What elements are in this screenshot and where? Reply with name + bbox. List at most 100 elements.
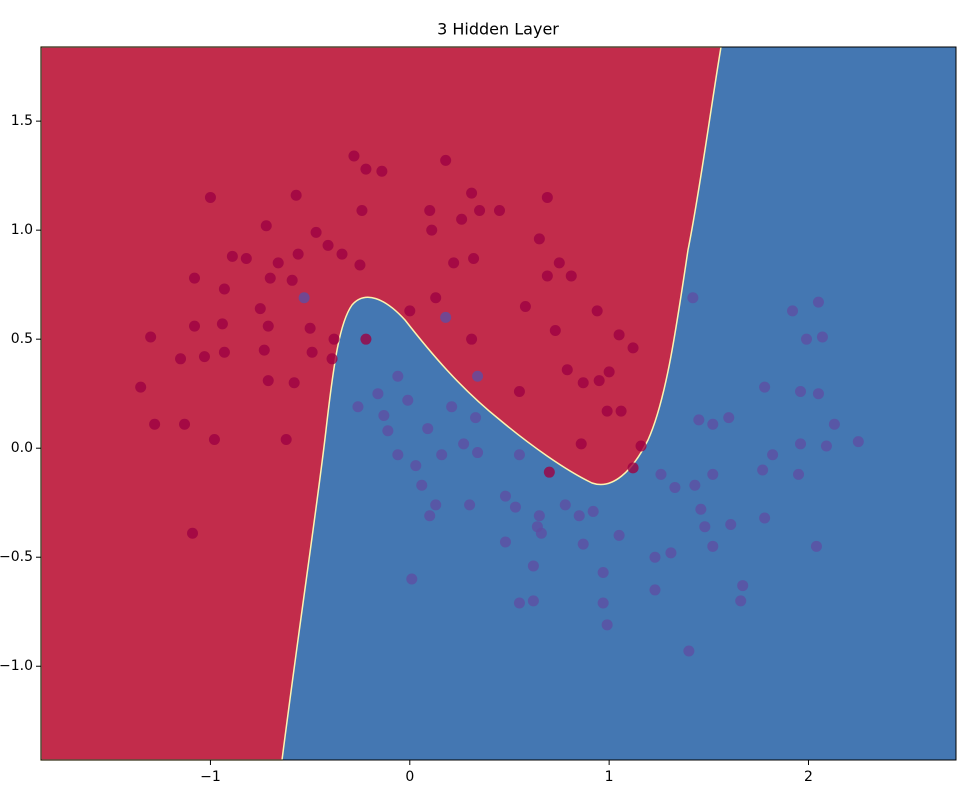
point [286,274,298,286]
point [587,505,599,517]
point [198,351,210,363]
point [378,409,390,421]
point [272,257,284,269]
point [326,353,338,365]
point [655,468,667,480]
point [466,333,478,345]
point [404,305,416,317]
point [179,418,191,430]
point [280,433,292,445]
point [723,412,735,424]
x-tick-label: 2 [804,769,813,785]
point [402,394,414,406]
y-tick-label: 0.0 [11,440,33,456]
point [787,305,799,317]
point [699,521,711,533]
point [527,595,539,607]
point [541,191,553,203]
point [298,292,310,304]
point [513,386,525,398]
point [695,503,707,515]
point [188,272,200,284]
point [591,305,603,317]
point [707,468,719,480]
point [382,425,394,437]
point [615,405,627,417]
point [310,226,322,238]
point [767,449,779,461]
point [372,388,384,400]
point [468,253,480,265]
point [635,440,647,452]
point [422,423,434,435]
point [466,187,478,199]
point [240,253,252,265]
point [812,296,824,308]
point [499,536,511,548]
point [352,401,364,413]
point [410,460,422,472]
point [812,388,824,400]
point [613,529,625,541]
point [527,560,539,572]
point [288,377,300,389]
y-tick-label: −1.0 [0,658,33,674]
point [795,386,807,398]
point [573,510,585,522]
point [852,436,864,448]
point [392,370,404,382]
point [603,366,615,378]
point [820,440,832,452]
x-tick-label: 1 [605,769,614,785]
point [292,248,304,260]
point [430,292,442,304]
point [175,353,187,365]
point [464,499,476,511]
point [627,342,639,354]
point [707,418,719,430]
point [430,499,442,511]
point [470,412,482,424]
point [513,597,525,609]
point [354,259,366,271]
point [757,464,769,476]
point [533,233,545,245]
point [406,573,418,585]
point [322,239,334,251]
point [336,248,348,260]
y-tick-label: 0.5 [11,331,33,347]
point [535,527,547,539]
point [436,449,448,461]
point [262,320,274,332]
point [424,205,436,217]
point [328,333,340,345]
point [426,224,438,236]
point [416,479,428,491]
point [204,191,216,203]
point [627,462,639,474]
point [448,257,460,269]
point [264,272,276,284]
plot-frame [40,46,957,761]
point [472,370,484,382]
point [649,584,661,596]
point [424,510,436,522]
point [262,375,274,387]
point [149,418,161,430]
point [759,512,771,524]
point [693,414,705,426]
point [493,205,505,217]
point [188,320,200,332]
point [456,213,468,225]
point [707,540,719,552]
point [145,331,157,343]
point [810,540,822,552]
point [577,377,589,389]
point [561,364,573,376]
point [665,547,677,559]
x-tick-label: 0 [405,769,414,785]
point [304,322,316,334]
point [669,481,681,493]
point [187,527,199,539]
point [735,595,747,607]
